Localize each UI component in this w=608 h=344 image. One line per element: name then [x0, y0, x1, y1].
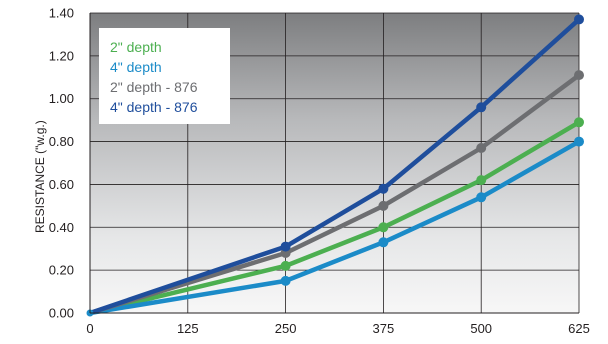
legend-entry-3: 2" depth - 876: [110, 79, 198, 95]
data-point: [476, 143, 487, 153]
x-tick-label: 625: [568, 321, 590, 336]
x-tick-label: 250: [275, 321, 297, 336]
data-point: [574, 70, 584, 81]
data-point: [574, 14, 584, 25]
data-point: [280, 260, 291, 271]
data-point: [378, 222, 389, 233]
legend-entry-1: 2" depth: [110, 39, 162, 55]
y-tick-label: 0.80: [49, 134, 74, 149]
y-tick-label: 1.40: [49, 6, 74, 21]
series-points: [86, 14, 584, 317]
data-point: [476, 192, 487, 203]
data-point: [574, 117, 584, 128]
legend: 2" depth 4" depth 2" depth - 876 4" depth -…: [99, 28, 230, 124]
y-tick-label: 0.20: [49, 263, 74, 278]
tick-labels: 0.00 0.20 0.40 0.60 0.80 1.00 1.20 1.40 0 125 250 3…: [49, 6, 590, 337]
data-point: [280, 275, 291, 286]
data-point: [378, 200, 389, 211]
data-point: [574, 136, 584, 147]
y-tick-label: 0.60: [49, 177, 74, 192]
y-tick-label: 0.00: [49, 306, 74, 321]
y-tick-label: 1.00: [49, 91, 74, 106]
data-point: [378, 183, 389, 194]
x-tick-label: 125: [177, 321, 199, 336]
data-point: [476, 175, 487, 186]
data-point: [280, 241, 291, 252]
legend-box: [99, 28, 230, 124]
data-point: [378, 237, 389, 248]
x-tick-label: 500: [470, 321, 492, 336]
data-point: [476, 102, 487, 113]
legend-entry-2: 4" depth: [110, 59, 162, 75]
y-tick-label: 1.20: [49, 48, 74, 63]
x-tick-label: 375: [373, 321, 395, 336]
y-axis-label: RESISTANCE ("w.g.): [33, 120, 47, 233]
x-tick-label: 0: [86, 321, 93, 336]
y-tick-label: 0.40: [49, 220, 74, 235]
legend-entry-4: 4" depth - 876: [110, 99, 198, 115]
axes: [89, 13, 579, 314]
